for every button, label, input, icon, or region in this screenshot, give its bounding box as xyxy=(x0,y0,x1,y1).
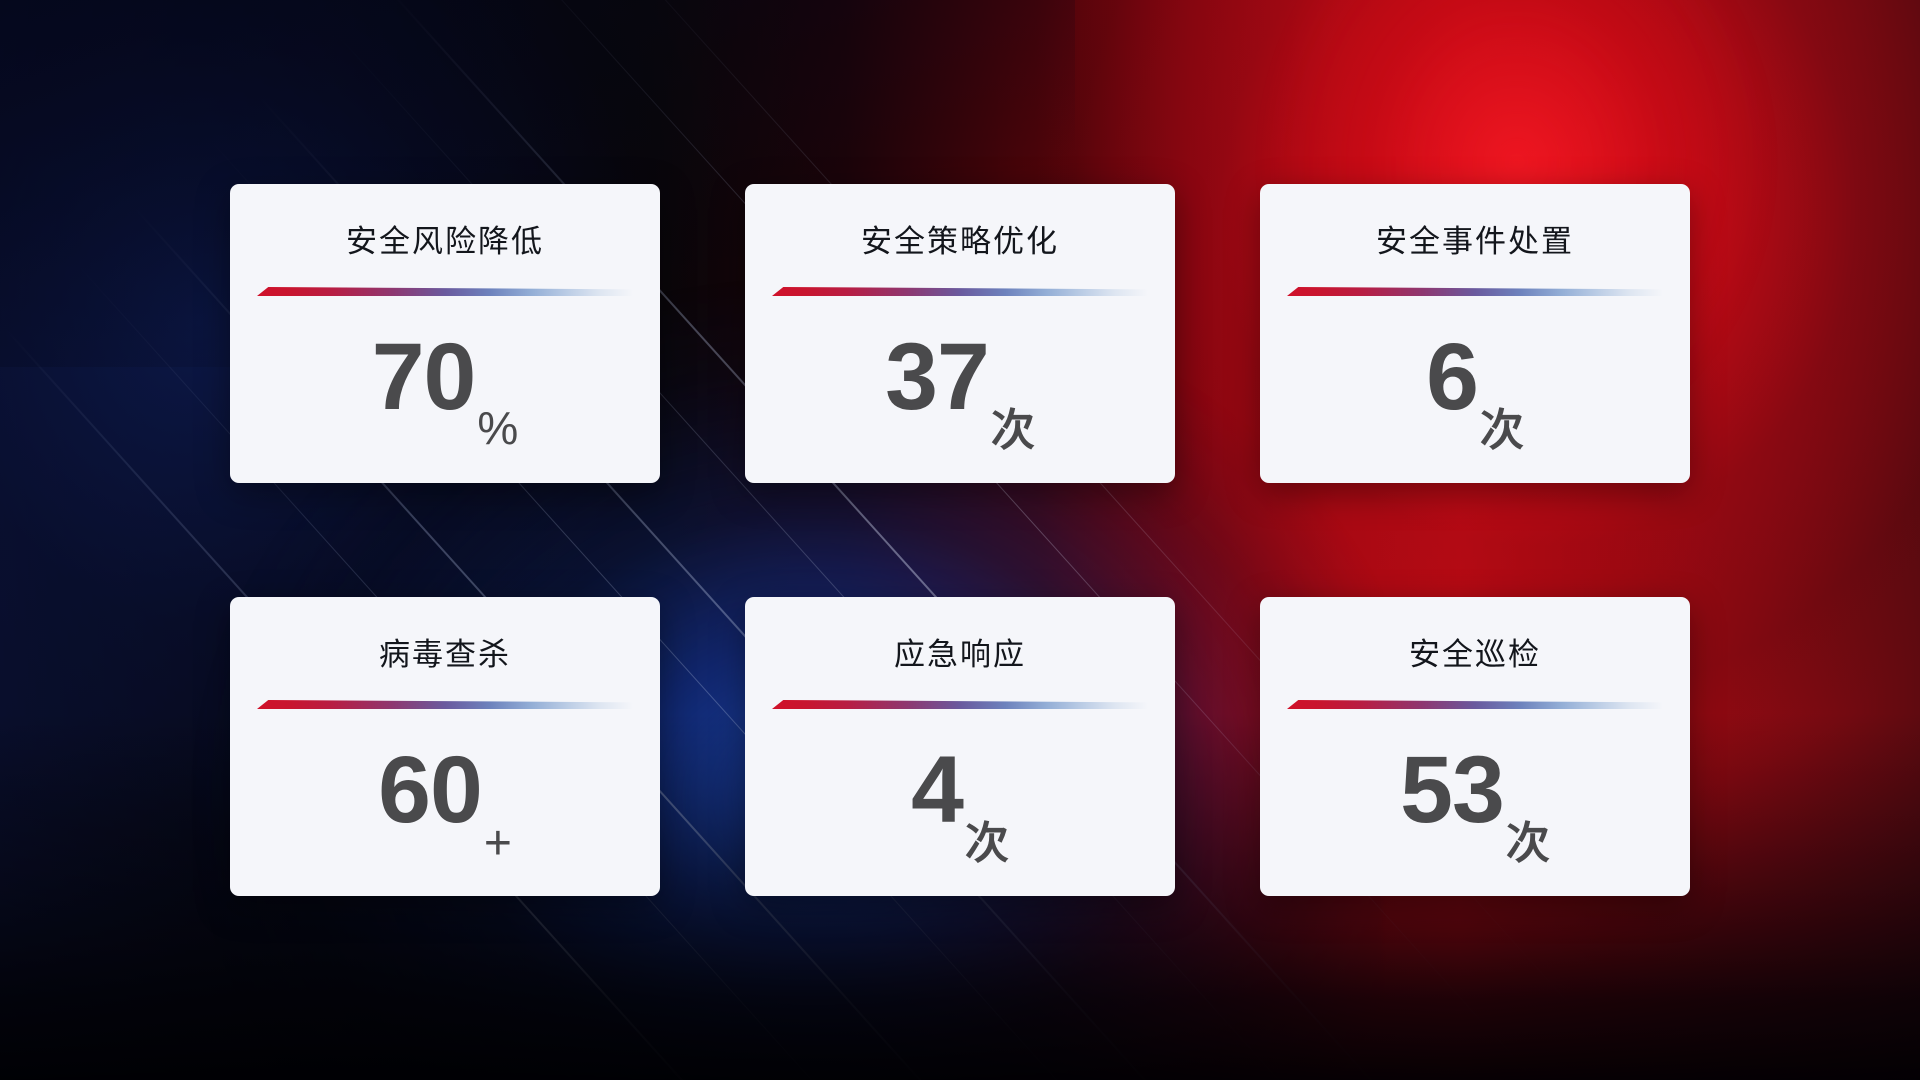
accent-rule-gradient xyxy=(772,287,1148,296)
metric-card[interactable]: 安全巡检 53 次 xyxy=(1260,597,1690,896)
metric-value-suffix: 次 xyxy=(1479,406,1524,455)
metric-card-accent-rule xyxy=(1287,700,1663,709)
accent-rule-gradient xyxy=(1287,700,1663,709)
metric-card[interactable]: 应急响应 4 次 xyxy=(745,597,1175,896)
accent-rule-gradient xyxy=(257,287,633,296)
metric-value-number: 4 xyxy=(911,737,964,843)
metric-card-title: 安全风险降低 xyxy=(346,224,544,259)
metric-card-value-row: 60 + xyxy=(230,709,660,896)
metric-card[interactable]: 安全策略优化 37 次 xyxy=(745,184,1175,483)
metric-value-suffix: 次 xyxy=(990,406,1035,455)
metric-card-accent-rule xyxy=(257,700,633,709)
metric-card-value-row: 70% xyxy=(230,296,660,483)
metric-value-suffix: + xyxy=(483,817,512,870)
metric-card-accent-rule xyxy=(772,287,1148,296)
metric-card-title: 安全巡检 xyxy=(1409,637,1541,672)
accent-rule-gradient xyxy=(1287,287,1663,296)
metric-card[interactable]: 安全风险降低 70% xyxy=(230,184,660,483)
metric-card-accent-rule xyxy=(1287,287,1663,296)
metric-value-number: 70 xyxy=(371,324,477,430)
metric-card-title: 病毒查杀 xyxy=(379,637,511,672)
metric-card-title: 安全事件处置 xyxy=(1376,224,1574,259)
accent-rule-gradient xyxy=(772,700,1148,709)
metric-card-accent-rule xyxy=(772,700,1148,709)
metric-card-title: 应急响应 xyxy=(894,637,1026,672)
metric-card-accent-rule xyxy=(257,287,633,296)
metric-card-title: 安全策略优化 xyxy=(861,224,1059,259)
metric-card-value-row: 53 次 xyxy=(1260,709,1690,896)
metric-value-suffix: 次 xyxy=(1505,819,1550,868)
metric-value-number: 53 xyxy=(1400,737,1505,843)
metric-value-number: 37 xyxy=(885,324,990,430)
metric-card-value-row: 37 次 xyxy=(745,296,1175,483)
metric-value-suffix: 次 xyxy=(964,819,1009,868)
metric-card[interactable]: 安全事件处置 6 次 xyxy=(1260,184,1690,483)
metric-card[interactable]: 病毒查杀 60 + xyxy=(230,597,660,896)
metric-value-number: 60 xyxy=(378,737,483,843)
metric-value-suffix: % xyxy=(477,402,519,454)
accent-rule-gradient xyxy=(257,700,633,709)
metric-value-number: 6 xyxy=(1426,324,1479,430)
